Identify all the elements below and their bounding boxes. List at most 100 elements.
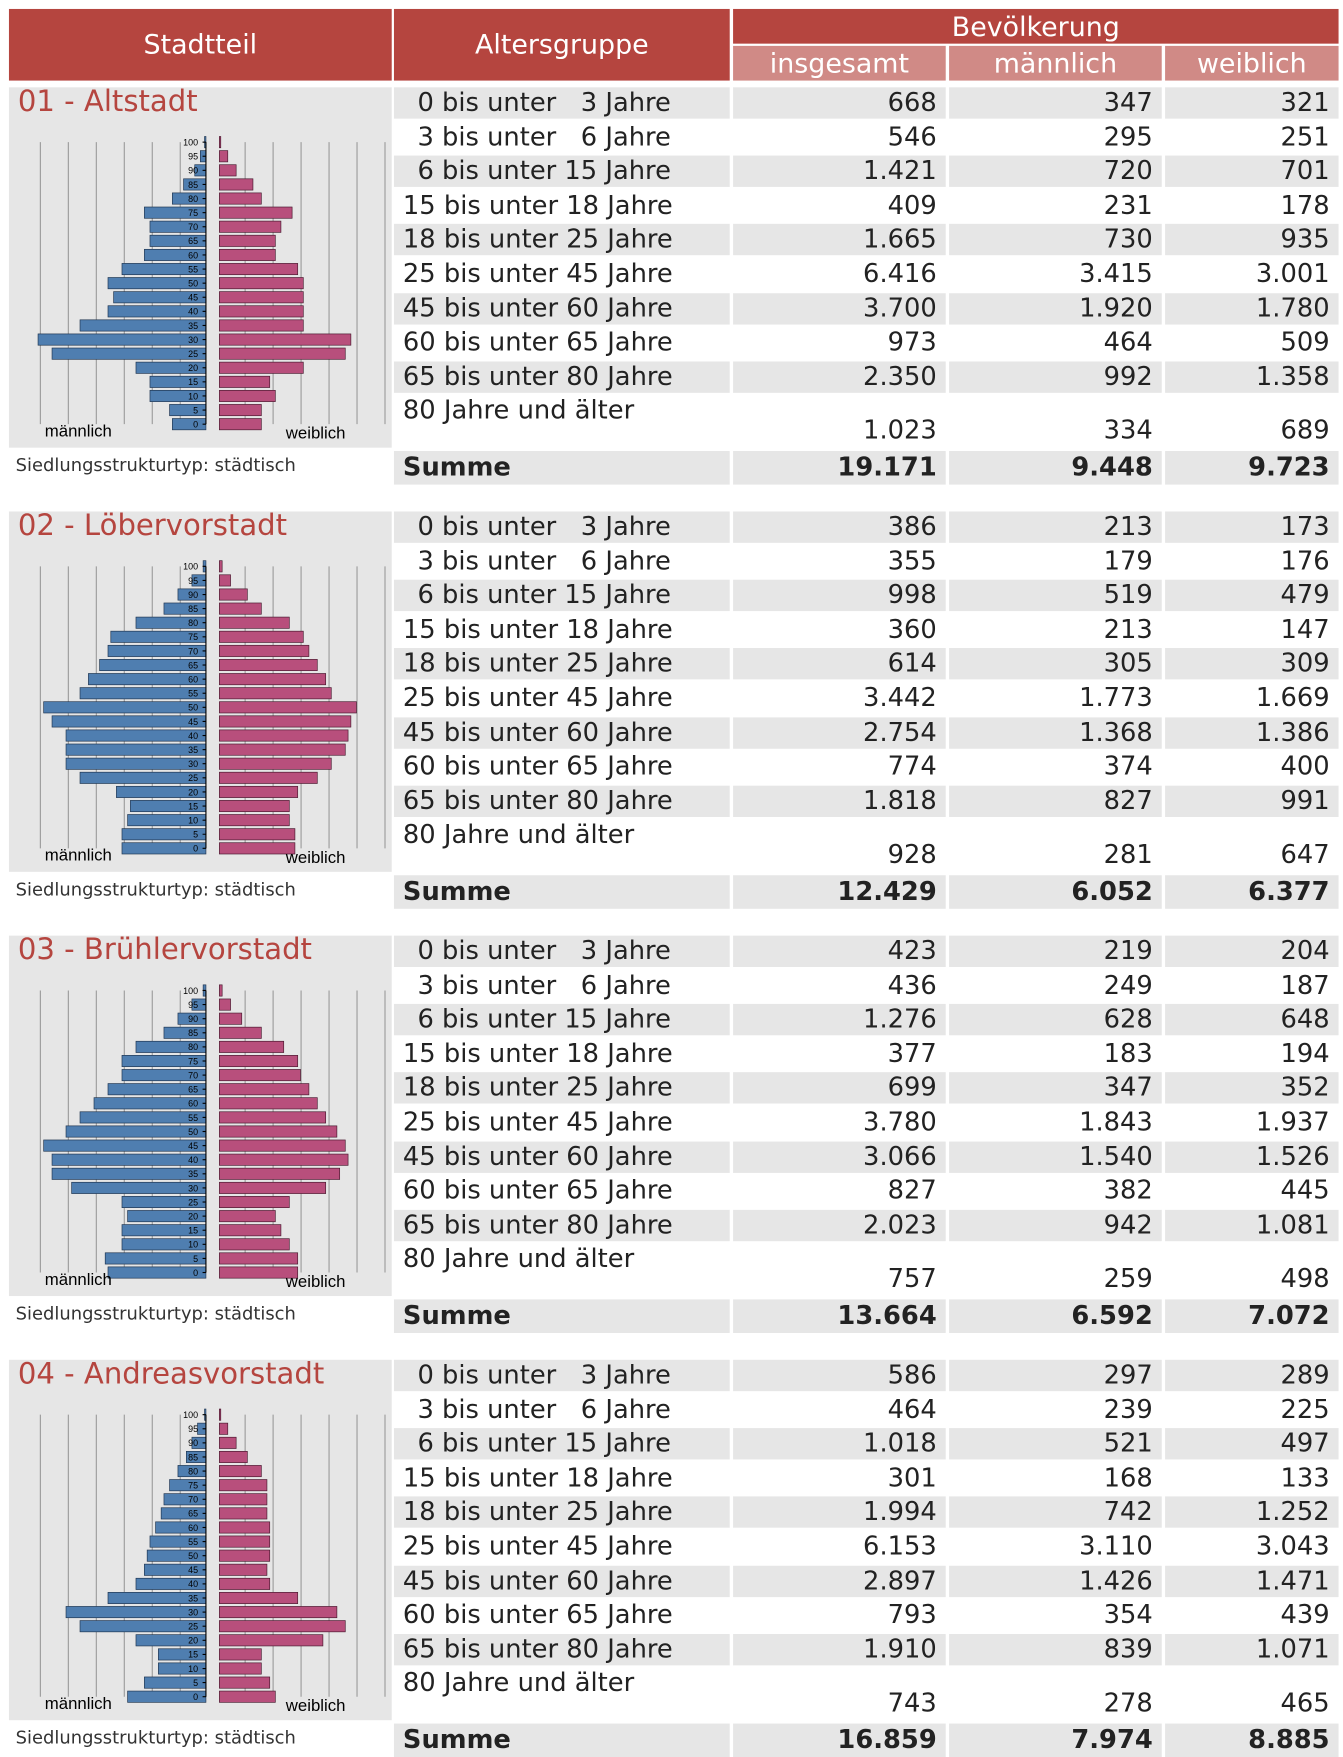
y-tick-label: 30 <box>188 759 198 769</box>
male-bar <box>43 1139 207 1152</box>
value-cell: 586 <box>733 1359 946 1392</box>
female-bar <box>219 1012 243 1025</box>
y-tick-label: 35 <box>188 1169 198 1179</box>
y-tick-label: 20 <box>188 1211 198 1221</box>
y-tick-label: 50 <box>188 279 198 289</box>
female-bar <box>219 1465 262 1478</box>
value-cell: 3.442 <box>863 683 937 713</box>
value-cell: 436 <box>887 971 937 1001</box>
value-cell: 439 <box>1280 1600 1330 1630</box>
header-insgesamt: insgesamt <box>733 45 946 81</box>
age-group-cell: 15 bis unter 18 Jahre <box>402 191 673 221</box>
female-bar <box>219 333 352 346</box>
age-group-cell: 18 bis unter 25 Jahre <box>393 224 730 256</box>
value-cell: 647 <box>1280 840 1330 871</box>
male-bar <box>79 319 207 332</box>
y-tick-label: 65 <box>188 1085 198 1095</box>
y-tick-label: 20 <box>188 1636 198 1646</box>
male-bar <box>65 729 207 742</box>
female-bar <box>219 178 254 191</box>
age-group-cell: 6 bis unter 15 Jahre <box>393 1428 730 1460</box>
y-tick-label: 50 <box>188 703 198 713</box>
y-tick-label: 60 <box>188 1523 198 1533</box>
header-bevoelkerung: Bevölkerung <box>733 8 1339 44</box>
value-cell: 628 <box>949 1004 1162 1036</box>
y-tick-label: 20 <box>188 363 198 373</box>
y-tick-label: 55 <box>188 264 198 274</box>
value-cell: 176 <box>1280 546 1330 576</box>
y-tick-label: 55 <box>188 1113 198 1123</box>
value-cell: 1.358 <box>1165 361 1339 393</box>
female-bar <box>219 1535 271 1548</box>
value-cell: 1.368 <box>949 716 1162 749</box>
value-cell: 347 <box>949 87 1162 119</box>
female-label: weiblich <box>285 424 346 443</box>
value-cell: 699 <box>733 1072 946 1104</box>
female-bar <box>219 277 304 290</box>
structure-type: Siedlungsstrukturtyp: städtisch <box>15 1726 296 1749</box>
district-title: 01 - Altstadt <box>17 85 198 119</box>
age-group-cell: 0 bis unter 3 Jahre <box>393 87 730 119</box>
value-cell: 827 <box>949 785 1162 817</box>
value-cell: 3.780 <box>863 1108 937 1138</box>
age-group-cell: 80 Jahre und älter <box>402 820 635 850</box>
male-label: männlich <box>45 421 112 440</box>
value-cell: 1.920 <box>949 292 1162 325</box>
value-cell: 295 <box>1103 122 1153 152</box>
y-tick-label: 35 <box>188 321 198 331</box>
value-cell: 928 <box>887 840 937 871</box>
y-tick-label: 40 <box>188 731 198 741</box>
value-cell: 1.843 <box>1079 1108 1153 1138</box>
header-stadtteil: Stadtteil <box>8 8 392 81</box>
y-tick-label: 5 <box>193 830 198 840</box>
value-cell: 3.415 <box>1079 259 1153 289</box>
value-cell: 3.110 <box>1079 1532 1153 1562</box>
value-cell: 479 <box>1165 579 1339 612</box>
female-bar <box>219 644 310 657</box>
male-bar <box>65 757 207 770</box>
y-tick-label: 70 <box>188 1070 198 1080</box>
y-tick-label: 85 <box>188 180 198 190</box>
value-cell: 497 <box>1165 1428 1339 1460</box>
female-bar <box>219 1577 271 1590</box>
sum-cell: 9.448 <box>949 451 1162 485</box>
y-tick-label: 60 <box>188 1099 198 1109</box>
female-bar <box>219 150 229 163</box>
value-cell: 360 <box>887 615 937 645</box>
value-cell: 382 <box>1103 1176 1153 1206</box>
female-label: weiblich <box>285 848 346 867</box>
value-cell: 249 <box>1103 971 1153 1001</box>
y-tick-label: 0 <box>193 1692 198 1702</box>
population-pyramid: 0 5 10 15 20 25 30 35 40 45 50 55 60 65 70 75 80 85 90 95 10… <box>37 136 386 443</box>
female-label: weiblich <box>285 1696 346 1715</box>
female-bar <box>219 785 299 798</box>
value-cell: 1.081 <box>1165 1209 1339 1241</box>
male-bar <box>163 602 207 615</box>
female-bar <box>219 828 296 841</box>
y-tick-label: 85 <box>188 604 198 614</box>
age-group-cell: 45 bis unter 60 Jahre <box>393 292 730 325</box>
value-cell: 668 <box>733 87 946 119</box>
value-cell: 377 <box>887 1039 937 1069</box>
y-tick-label: 15 <box>188 1226 198 1236</box>
value-cell: 173 <box>1165 511 1339 543</box>
male-label: männlich <box>45 1270 112 1289</box>
female-bar <box>219 729 349 742</box>
value-cell: 213 <box>1103 615 1153 645</box>
female-bar <box>219 1055 299 1067</box>
y-tick-label: 95 <box>188 1000 198 1010</box>
district-title: 03 - Brühlervorstadt <box>17 933 312 967</box>
female-bar <box>219 404 262 417</box>
female-bar <box>219 1224 282 1237</box>
value-cell: 3.043 <box>1255 1532 1330 1562</box>
y-tick-label: 40 <box>188 1155 198 1165</box>
y-tick-label: 100 <box>183 1410 198 1420</box>
female-bar <box>219 1408 222 1421</box>
value-cell: 1.818 <box>733 785 946 817</box>
age-group-cell: 25 bis unter 45 Jahre <box>402 259 673 289</box>
value-cell: 251 <box>1280 122 1330 152</box>
sum-cell: 9.723 <box>1165 451 1339 485</box>
female-bar <box>219 574 231 587</box>
female-bar <box>219 998 231 1011</box>
sum-cell: Summe <box>393 451 730 485</box>
